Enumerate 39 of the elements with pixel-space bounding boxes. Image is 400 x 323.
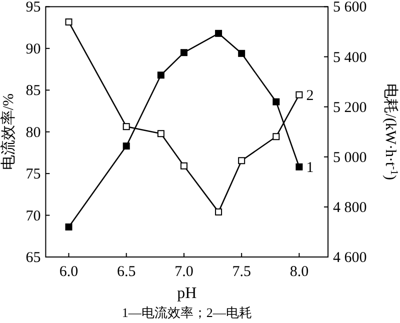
x-tick-label: 7.0 <box>174 264 194 280</box>
x-tick-label: 7.5 <box>232 264 251 280</box>
x-tick-label: 6.5 <box>116 264 136 280</box>
series-label: 1 <box>306 160 314 176</box>
y2-tick-label: 5 200 <box>333 100 367 116</box>
point <box>272 133 280 140</box>
y2-tick-label: 5 000 <box>333 150 367 166</box>
y-tick-label: 80 <box>26 124 41 141</box>
point <box>215 208 222 216</box>
point <box>65 18 72 26</box>
point <box>215 30 222 37</box>
point <box>157 130 164 138</box>
y2-tick-label: 4 800 <box>333 200 367 216</box>
x-tick-label: 6.0 <box>59 264 78 280</box>
y-tick-label: 90 <box>26 41 41 58</box>
point <box>122 123 130 130</box>
point <box>180 49 188 56</box>
x-axis-title: pH <box>177 285 198 302</box>
y2-tick-label: 4 600 <box>333 250 367 266</box>
x-tick-label: 8.0 <box>290 264 309 280</box>
point <box>238 157 246 164</box>
point <box>296 91 303 98</box>
text: 1—电流效率；2—电耗 <box>122 305 252 320</box>
point <box>122 142 130 150</box>
point <box>180 162 188 170</box>
point <box>238 50 246 57</box>
point <box>296 163 303 170</box>
y2-tick-label: 5 400 <box>333 50 367 66</box>
point <box>157 72 164 79</box>
y-tick-label: 85 <box>26 83 41 100</box>
y-tick-label: 70 <box>26 208 41 224</box>
point <box>272 98 280 106</box>
y-tick-label: 65 <box>26 250 41 266</box>
y-axis-title: 电流效率/% <box>0 94 17 170</box>
series-label: 2 <box>306 88 314 104</box>
y-tick-label: 75 <box>26 166 41 183</box>
point <box>65 223 72 230</box>
y2-tick-label: 5 600 <box>333 0 367 16</box>
y-tick-label: 95 <box>26 0 41 16</box>
